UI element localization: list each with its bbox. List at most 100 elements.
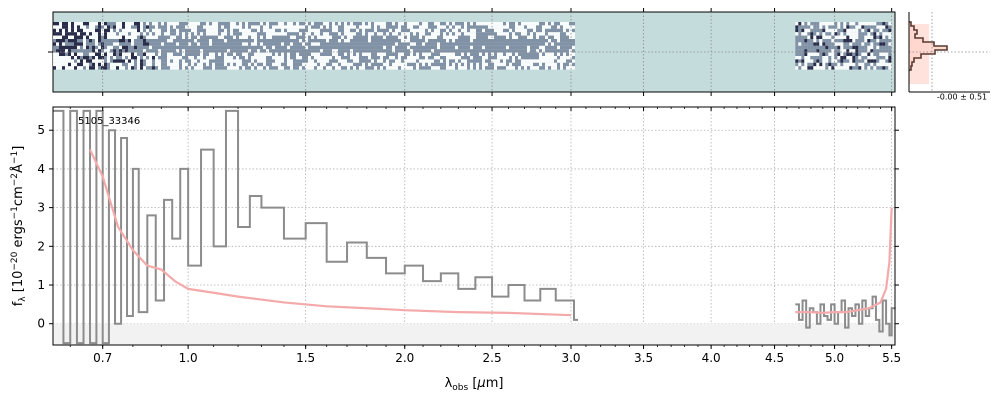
strip-pixel: [59, 49, 62, 53]
strip-pixel: [299, 45, 302, 50]
strip-pixel: [362, 42, 365, 46]
strip-pixel: [380, 35, 383, 39]
strip-pixel: [302, 22, 305, 26]
strip-pixel: [233, 49, 236, 53]
strip-pixel: [425, 35, 428, 39]
strip-pixel: [374, 59, 377, 63]
strip-pixel: [410, 66, 413, 70]
strip-pixel: [494, 28, 497, 33]
strip-pixel: [245, 66, 248, 70]
strip-pixel: [53, 52, 56, 56]
x-tick-label: 4.5: [765, 351, 784, 365]
strip-pixel: [560, 35, 563, 39]
strip-pixel: [56, 45, 59, 50]
strip-pixel: [275, 25, 278, 29]
strip-pixel: [876, 59, 880, 63]
strip-pixel: [314, 35, 317, 39]
strip-pixel: [260, 28, 263, 33]
strip-pixel: [272, 22, 275, 26]
strip-pixel: [404, 28, 407, 33]
strip-pixel: [155, 62, 158, 67]
strip-pixel: [119, 49, 122, 53]
strip-pixel: [398, 25, 401, 29]
strip-pixel: [494, 42, 497, 46]
strip-pixel: [822, 25, 826, 29]
strip-pixel: [176, 39, 179, 43]
strip-pixel: [119, 45, 122, 50]
strip-pixel: [807, 28, 811, 33]
strip-pixel: [437, 22, 440, 26]
strip-pixel: [260, 56, 263, 60]
strip-pixel: [320, 45, 323, 50]
strip-pixel: [452, 39, 455, 43]
strip-pixel: [518, 62, 521, 67]
strip-pixel: [122, 45, 125, 50]
strip-pixel: [290, 25, 293, 29]
strip-pixel: [68, 49, 71, 53]
strip-pixel: [810, 42, 814, 46]
strip-pixel: [362, 56, 365, 60]
strip-pixel: [870, 59, 874, 63]
strip-pixel: [879, 62, 883, 67]
strip-pixel: [104, 39, 107, 43]
strip-pixel: [212, 35, 215, 39]
strip-pixel: [212, 39, 215, 43]
strip-pixel: [398, 59, 401, 63]
strip-pixel: [536, 42, 539, 46]
strip-pixel: [837, 62, 841, 67]
strip-pixel: [440, 28, 443, 33]
strip-pixel: [290, 52, 293, 56]
strip-pixel: [113, 66, 116, 70]
strip-pixel: [458, 35, 461, 39]
strip-pixel: [861, 42, 865, 46]
strip-pixel: [861, 25, 865, 29]
strip-pixel: [230, 66, 233, 70]
strip-pixel: [77, 42, 80, 46]
strip-pixel: [134, 45, 137, 50]
strip-pixel: [338, 45, 341, 50]
strip-pixel: [542, 52, 545, 56]
strip-pixel: [353, 25, 356, 29]
strip-pixel: [888, 49, 892, 53]
strip-pixel: [272, 59, 275, 63]
strip-pixel: [263, 56, 266, 60]
strip-pixel: [473, 35, 476, 39]
strip-pixel: [206, 32, 209, 36]
strip-pixel: [221, 62, 224, 67]
strip-pixel: [326, 59, 329, 63]
strip-pixel: [557, 25, 560, 29]
strip-pixel: [855, 42, 859, 46]
strip-pixel: [428, 45, 431, 50]
strip-pixel: [500, 28, 503, 33]
strip-pixel: [554, 28, 557, 33]
strip-pixel: [572, 49, 575, 53]
strip-pixel: [257, 49, 260, 53]
strip-pixel: [834, 56, 838, 60]
strip-pixel: [807, 56, 811, 60]
strip-pixel: [440, 62, 443, 67]
strip-pixel: [440, 45, 443, 50]
strip-pixel: [431, 32, 434, 36]
strip-pixel: [431, 49, 434, 53]
strip-pixel: [356, 45, 359, 50]
strip-pixel: [566, 22, 569, 26]
strip-pixel: [221, 32, 224, 36]
strip-pixel: [71, 62, 74, 67]
strip-pixel: [53, 28, 56, 33]
strip-pixel: [182, 66, 185, 70]
strip-pixel: [873, 35, 877, 39]
strip-pixel: [146, 25, 149, 29]
strip-pixel: [71, 35, 74, 39]
strip-pixel: [296, 49, 299, 53]
strip-pixel: [173, 52, 176, 56]
strip-pixel: [449, 66, 452, 70]
strip-pixel: [569, 52, 572, 56]
strip-pixel: [539, 39, 542, 43]
strip-pixel: [482, 32, 485, 36]
strip-pixel: [434, 52, 437, 56]
strip-pixel: [864, 35, 868, 39]
strip-pixel: [828, 25, 832, 29]
strip-pixel: [146, 35, 149, 39]
strip-pixel: [212, 22, 215, 26]
strip-pixel: [885, 45, 889, 50]
